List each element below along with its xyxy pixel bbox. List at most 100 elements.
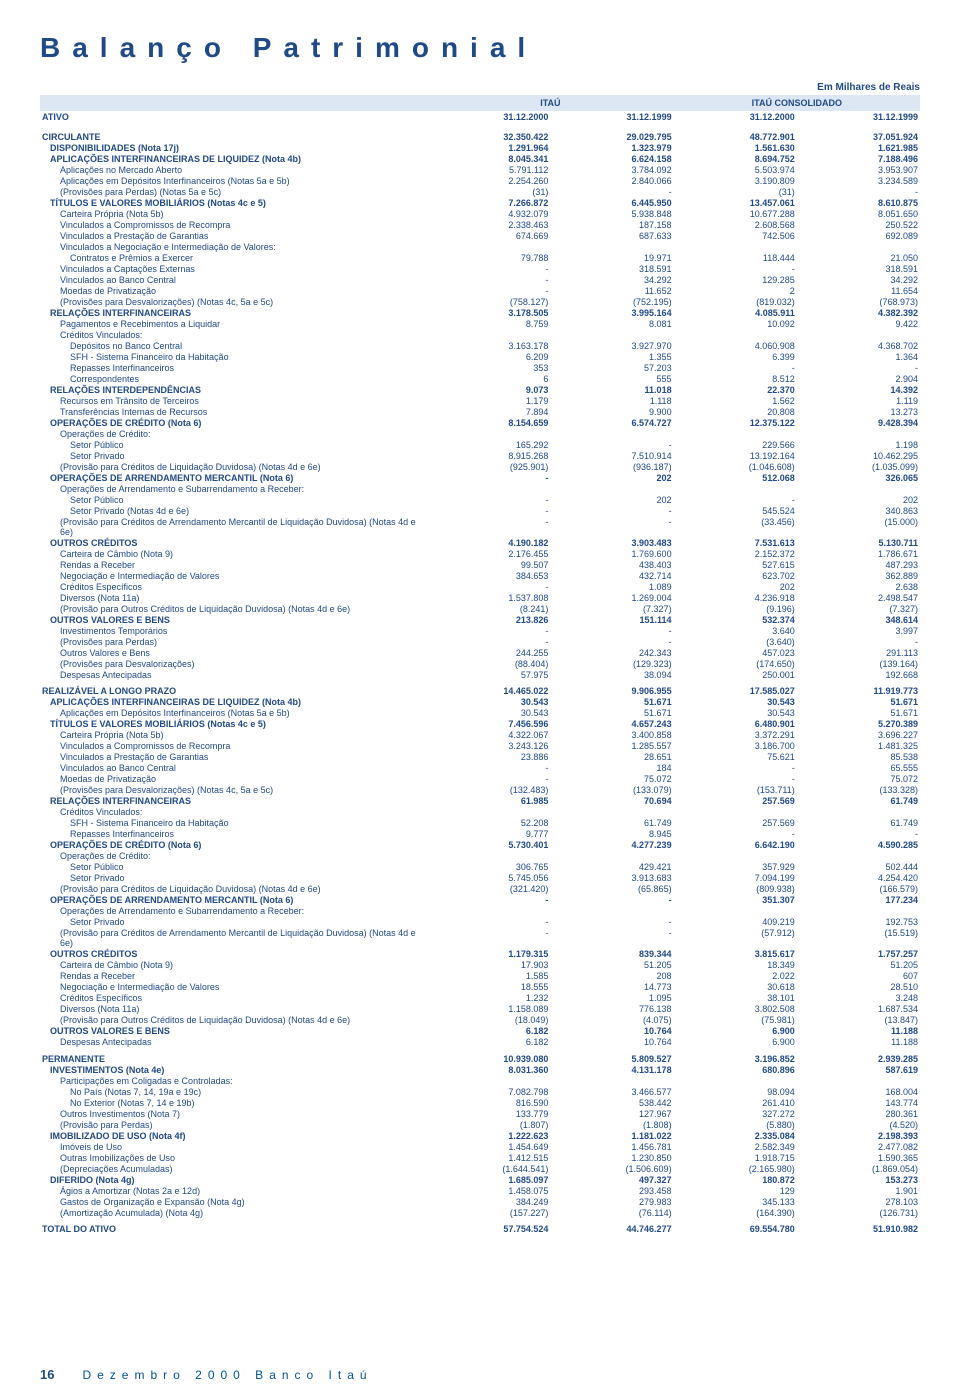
row-value: 65.555 bbox=[797, 763, 920, 774]
row-value: 177.234 bbox=[797, 895, 920, 906]
row-value: (768.973) bbox=[797, 296, 920, 307]
row-value: 3.178.505 bbox=[427, 307, 550, 318]
group-header-row: ITAÚ ITAÚ CONSOLIDADO bbox=[40, 95, 920, 111]
row-value: (164.390) bbox=[674, 1207, 797, 1218]
row-value: 7.188.496 bbox=[797, 153, 920, 164]
row-value: 326.065 bbox=[797, 472, 920, 483]
row-value: 70.694 bbox=[550, 796, 673, 807]
row-label: OUTROS CRÉDITOS bbox=[40, 949, 427, 960]
row-value: 2.498.547 bbox=[797, 592, 920, 603]
row-label: Aplicações no Mercado Aberto bbox=[40, 164, 427, 175]
row-value bbox=[550, 1075, 673, 1086]
row-value: 3.640 bbox=[674, 625, 797, 636]
row-value: - bbox=[427, 625, 550, 636]
row-value: 11.018 bbox=[550, 384, 673, 395]
row-value: 13.273 bbox=[797, 406, 920, 417]
row-value: 8.031.360 bbox=[427, 1064, 550, 1075]
row-value: - bbox=[550, 917, 673, 928]
table-row: Diversos (Nota 11a)1.537.8081.269.0044.2… bbox=[40, 592, 920, 603]
table-row: Repasses Interfinanceiros35357.203-- bbox=[40, 362, 920, 373]
row-value: (9.196) bbox=[674, 603, 797, 614]
row-value: 3.248 bbox=[797, 993, 920, 1004]
row-value: 4.322.067 bbox=[427, 730, 550, 741]
row-value: 5.503.974 bbox=[674, 164, 797, 175]
row-value: (1.035.099) bbox=[797, 461, 920, 472]
row-label: Ágios a Amortizar (Notas 2a e 12d) bbox=[40, 1185, 427, 1196]
row-label: (Provisões para Perdas) bbox=[40, 636, 427, 647]
row-value: - bbox=[550, 186, 673, 197]
table-row: Operações de Arrendamento e Subarrendame… bbox=[40, 483, 920, 494]
row-value: - bbox=[797, 362, 920, 373]
row-value: 44.746.277 bbox=[550, 1218, 673, 1235]
row-value: - bbox=[427, 263, 550, 274]
row-value bbox=[674, 483, 797, 494]
row-value: 1.687.534 bbox=[797, 1004, 920, 1015]
row-value: (18.049) bbox=[427, 1015, 550, 1026]
row-value: - bbox=[674, 774, 797, 785]
row-label: (Provisão para Créditos de Liquidação Du… bbox=[40, 884, 427, 895]
row-value: 532.374 bbox=[674, 614, 797, 625]
row-value bbox=[797, 241, 920, 252]
row-value: 1.685.097 bbox=[427, 1174, 550, 1185]
row-label: APLICAÇÕES INTERFINANCEIRAS DE LIQUIDEZ … bbox=[40, 153, 427, 164]
row-label: Negociação e Intermediação de Valores bbox=[40, 982, 427, 993]
row-value bbox=[674, 1075, 797, 1086]
row-value: 133.779 bbox=[427, 1108, 550, 1119]
row-label: Carteira de Câmbio (Nota 9) bbox=[40, 960, 427, 971]
row-value: (5.880) bbox=[674, 1119, 797, 1130]
row-value: (133.328) bbox=[797, 785, 920, 796]
row-value: 257.569 bbox=[674, 796, 797, 807]
row-value: 327.272 bbox=[674, 1108, 797, 1119]
row-value: 4.368.702 bbox=[797, 340, 920, 351]
row-value: 257.569 bbox=[674, 818, 797, 829]
row-value: 11.188 bbox=[797, 1037, 920, 1048]
row-value bbox=[427, 851, 550, 862]
row-value: 51.205 bbox=[797, 960, 920, 971]
row-value bbox=[550, 329, 673, 340]
row-label: RELAÇÕES INTERFINANCEIRAS bbox=[40, 307, 427, 318]
row-value: 12.375.122 bbox=[674, 417, 797, 428]
table-row: OUTROS VALORES E BENS213.826151.114532.3… bbox=[40, 614, 920, 625]
row-value: 5.730.401 bbox=[427, 840, 550, 851]
row-value: 30.543 bbox=[674, 697, 797, 708]
table-row: Vinculados ao Banco Central-34.292129.28… bbox=[40, 274, 920, 285]
row-value: 1.537.808 bbox=[427, 592, 550, 603]
table-row: (Provisão para Créditos de Liquidação Du… bbox=[40, 884, 920, 895]
row-value: 1.901 bbox=[797, 1185, 920, 1196]
row-value: 3.784.092 bbox=[550, 164, 673, 175]
col-c3: 31.12.1999 bbox=[550, 111, 673, 126]
row-value: 384.249 bbox=[427, 1196, 550, 1207]
row-value: 384.653 bbox=[427, 570, 550, 581]
row-value: 6.642.190 bbox=[674, 840, 797, 851]
table-row: OUTROS CRÉDITOS4.190.1823.903.4837.531.6… bbox=[40, 537, 920, 548]
row-value: 293.458 bbox=[550, 1185, 673, 1196]
row-value bbox=[797, 807, 920, 818]
row-value: 61.749 bbox=[550, 818, 673, 829]
row-value: 3.186.700 bbox=[674, 741, 797, 752]
row-value: 555 bbox=[550, 373, 673, 384]
row-value: 202 bbox=[550, 472, 673, 483]
row-value: 7.510.914 bbox=[550, 450, 673, 461]
row-value: 9.777 bbox=[427, 829, 550, 840]
table-row: Recursos em Trânsito de Terceiros1.1791.… bbox=[40, 395, 920, 406]
row-value bbox=[674, 851, 797, 862]
row-value: (8.241) bbox=[427, 603, 550, 614]
row-value: 6 bbox=[427, 373, 550, 384]
row-label: Recursos em Trânsito de Terceiros bbox=[40, 395, 427, 406]
row-value: (88.404) bbox=[427, 658, 550, 669]
row-value: 3.400.858 bbox=[550, 730, 673, 741]
row-label: Créditos Vinculados: bbox=[40, 807, 427, 818]
row-value: 487.293 bbox=[797, 559, 920, 570]
row-value: 1.230.850 bbox=[550, 1152, 673, 1163]
row-label: Carteira Própria (Nota 5b) bbox=[40, 208, 427, 219]
table-row: PERMANENTE10.939.0805.809.5273.196.8522.… bbox=[40, 1048, 920, 1065]
row-label: OPERAÇÕES DE CRÉDITO (Nota 6) bbox=[40, 417, 427, 428]
row-label: Repasses Interfinanceiros bbox=[40, 829, 427, 840]
row-label: OPERAÇÕES DE ARRENDAMENTO MERCANTIL (Not… bbox=[40, 472, 427, 483]
row-label: Rendas a Receber bbox=[40, 971, 427, 982]
row-value: 527.615 bbox=[674, 559, 797, 570]
table-row: Créditos Específicos1.2321.09538.1013.24… bbox=[40, 993, 920, 1004]
row-value: 6.182 bbox=[427, 1037, 550, 1048]
table-row: (Provisão para Outros Créditos de Liquid… bbox=[40, 603, 920, 614]
table-row: REALIZÁVEL A LONGO PRAZO14.465.0229.906.… bbox=[40, 680, 920, 697]
